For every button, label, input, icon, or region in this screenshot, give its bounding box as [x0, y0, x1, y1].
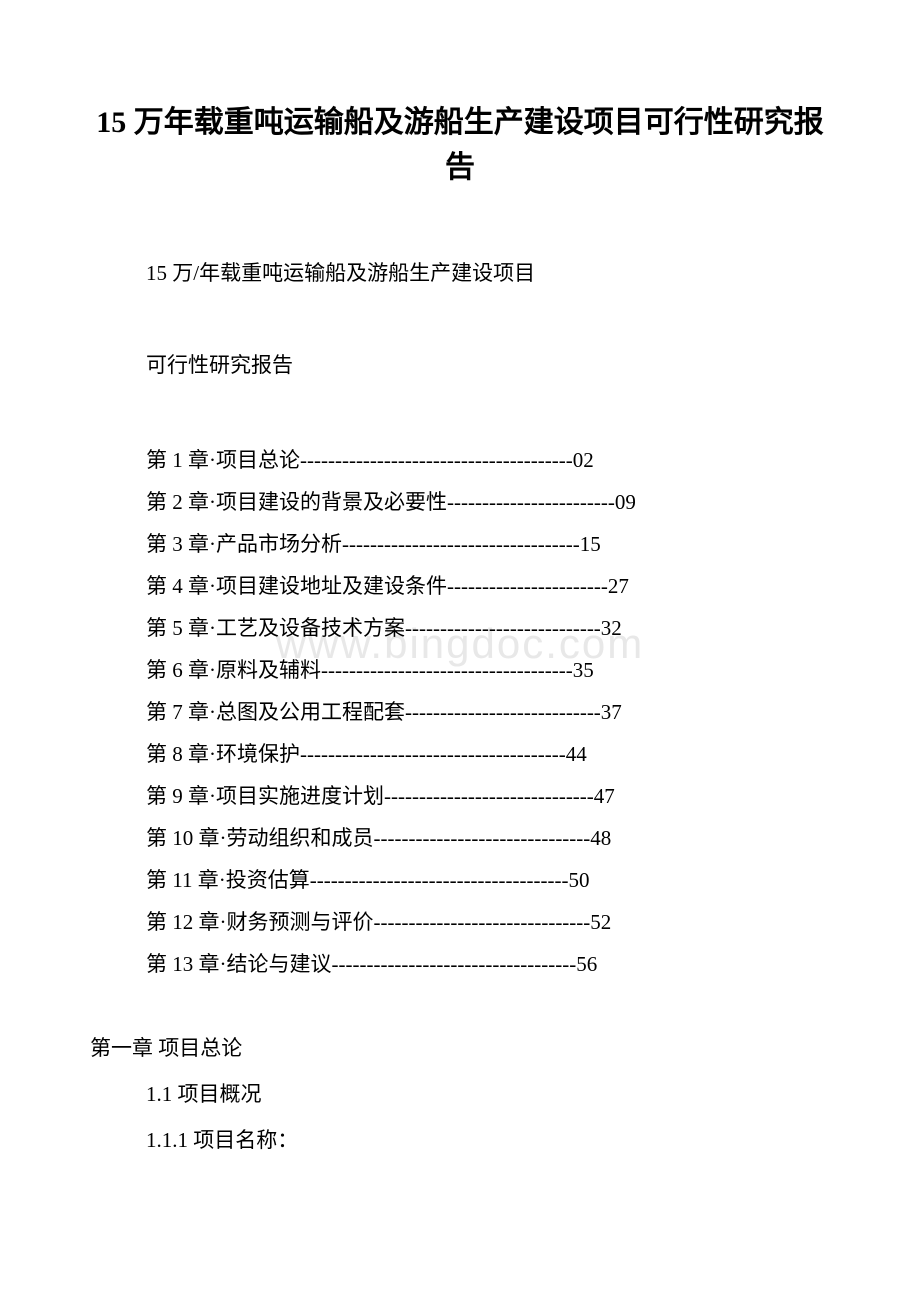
- toc-entry: 第 1 章·项目总论------------------------------…: [146, 439, 830, 481]
- toc-entry: 第 12 章·财务预测与评价--------------------------…: [146, 901, 830, 943]
- subtitle-line-1: 15 万/年载重吨运输船及游船生产建设项目: [146, 250, 830, 296]
- subsection-heading: 1.1.1 项目名称：: [146, 1117, 830, 1163]
- toc-entry: 第 2 章·项目建设的背景及必要性-----------------------…: [146, 481, 830, 523]
- toc-entry: 第 8 章·环境保护------------------------------…: [146, 733, 830, 775]
- toc-entry: 第 5 章·工艺及设备技术方案-------------------------…: [146, 607, 830, 649]
- toc-entry: 第 9 章·项目实施进度计划--------------------------…: [146, 775, 830, 817]
- document-title: 15 万年载重吨运输船及游船生产建设项目可行性研究报告: [90, 100, 830, 190]
- subtitle-spacer: [146, 296, 830, 342]
- subtitle-line-2: 可行性研究报告: [146, 342, 830, 388]
- table-of-contents: 第 1 章·项目总论------------------------------…: [146, 439, 830, 985]
- toc-entry: 第 3 章·产品市场分析----------------------------…: [146, 523, 830, 565]
- document-content: 15 万年载重吨运输船及游船生产建设项目可行性研究报告 15 万/年载重吨运输船…: [90, 100, 830, 1163]
- subtitle-block: 15 万/年载重吨运输船及游船生产建设项目 可行性研究报告: [146, 250, 830, 389]
- section-heading: 1.1 项目概况: [146, 1071, 830, 1117]
- toc-entry: 第 4 章·项目建设地址及建设条件-----------------------…: [146, 565, 830, 607]
- toc-entry: 第 11 章·投资估算-----------------------------…: [146, 859, 830, 901]
- toc-entry: 第 10 章·劳动组织和成员--------------------------…: [146, 817, 830, 859]
- toc-entry: 第 7 章·总图及公用工程配套-------------------------…: [146, 691, 830, 733]
- toc-entry: 第 6 章·原料及辅料-----------------------------…: [146, 649, 830, 691]
- toc-entry: 第 13 章·结论与建议----------------------------…: [146, 943, 830, 985]
- chapter-heading: 第一章 项目总论: [90, 1025, 830, 1071]
